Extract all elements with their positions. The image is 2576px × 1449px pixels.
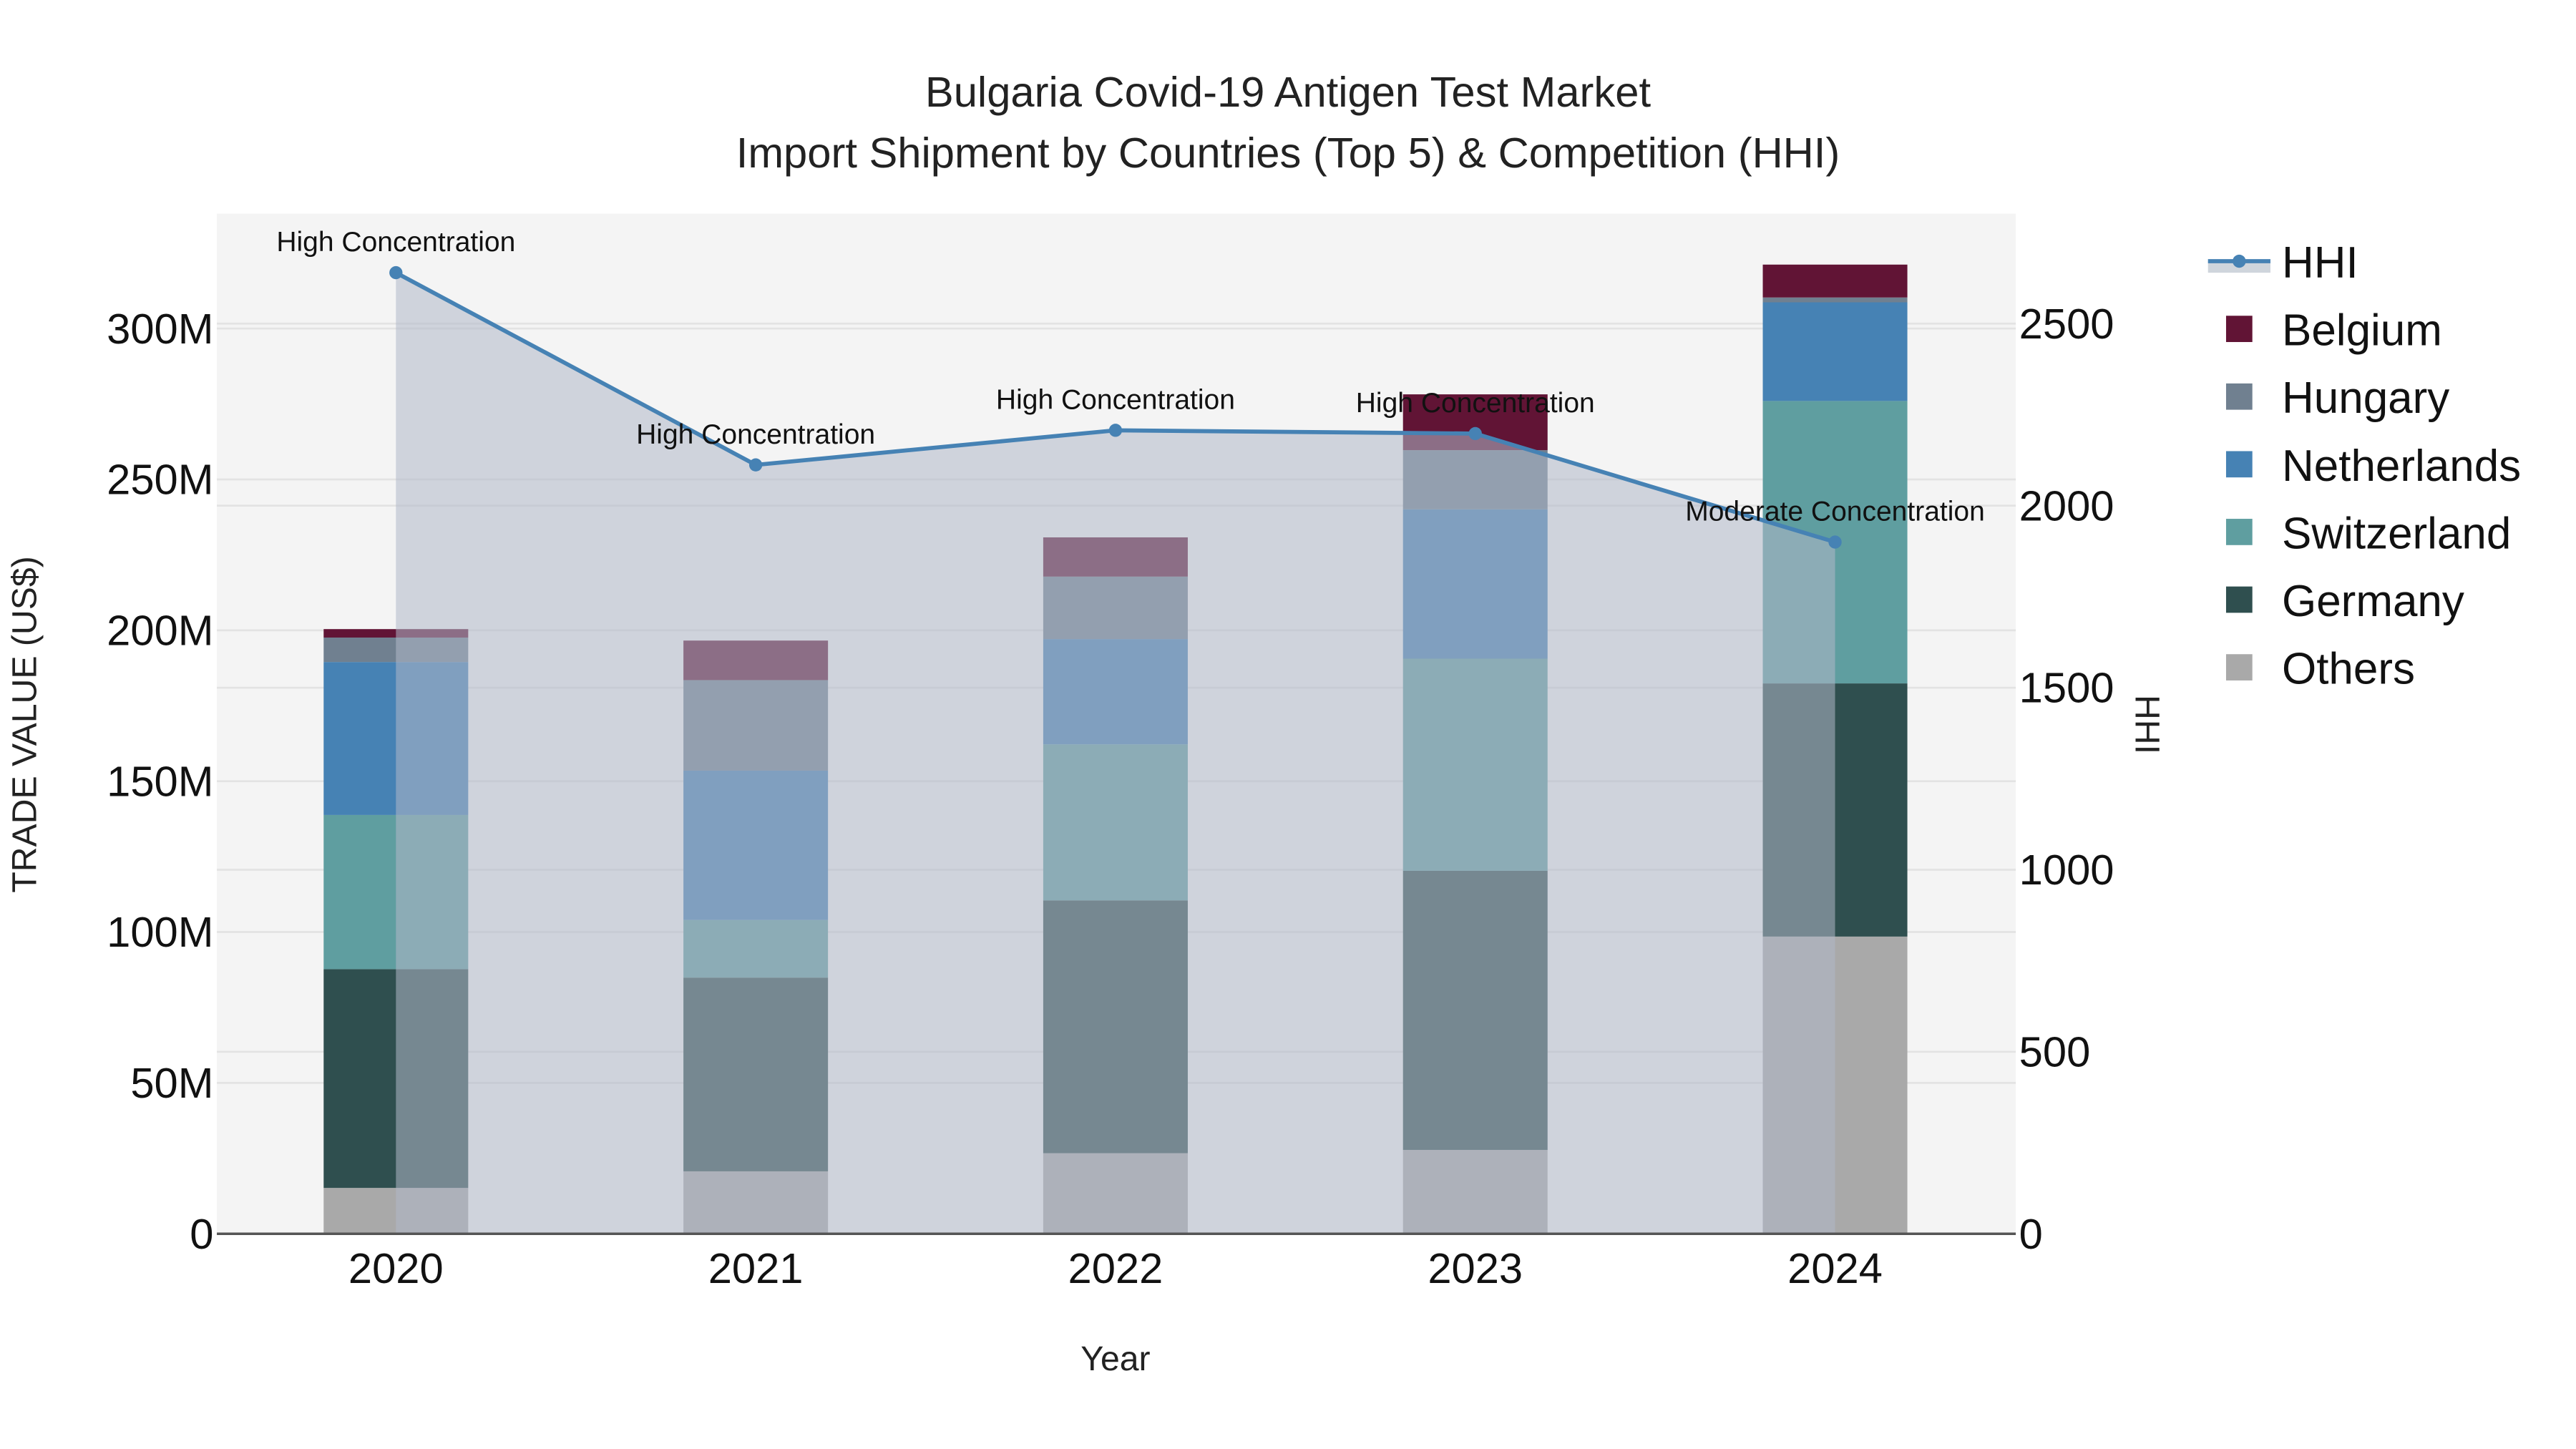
hhi-point-2020[interactable] <box>389 265 403 280</box>
bar-segment-belgium-2024[interactable] <box>1762 264 1908 298</box>
y-left-tick-label: 150M <box>107 757 213 805</box>
y-right-tick-label: 500 <box>2019 1028 2091 1076</box>
y-right-tick-label: 1500 <box>2019 664 2114 712</box>
y-right-tick-label: 1000 <box>2019 846 2114 894</box>
hhi-annotation-2021: High Concentration <box>636 419 875 450</box>
x-tick-label-2020: 2020 <box>348 1244 444 1292</box>
y-left-tick-label: 250M <box>107 456 213 504</box>
legend-item-hungary[interactable]: Hungary <box>2225 374 2449 423</box>
y-right-tick-label: 0 <box>2019 1210 2043 1258</box>
hhi-point-2022[interactable] <box>1108 424 1123 437</box>
hhi-annotation-2023: High Concentration <box>1356 388 1595 419</box>
x-tick-label-2022: 2022 <box>1068 1244 1163 1292</box>
hhi-annotation-2022: High Concentration <box>996 385 1235 416</box>
hhi-line <box>389 265 1842 549</box>
legend-item-switzerland[interactable]: Switzerland <box>2225 509 2511 558</box>
hhi-point-2023[interactable] <box>1468 426 1482 441</box>
hhi-annotation-2024: Moderate Concentration <box>1685 497 1985 527</box>
y-right-tick-label: 2000 <box>2019 482 2114 530</box>
legend-label: HHI <box>2282 238 2358 288</box>
legend-swatch-icon <box>2225 519 2253 545</box>
legend: HHI Belgium Hungary Netherlands Switzerland G… <box>2207 238 2521 694</box>
y-left-tick-label: 100M <box>107 908 213 956</box>
legend-label: Belgium <box>2282 306 2442 356</box>
chart-title-line2: Import Shipment by Countries (Top 5) & C… <box>736 129 1840 177</box>
y-left-tick-label: 50M <box>130 1059 213 1107</box>
y-left-tick-label: 0 <box>190 1210 213 1258</box>
y-axis-left-title: TRADE VALUE (US$) <box>6 556 44 893</box>
legend-swatch-icon <box>2225 316 2253 343</box>
legend-item-netherlands[interactable]: Netherlands <box>2225 441 2521 491</box>
legend-item-hhi[interactable]: HHI <box>2207 238 2358 288</box>
legend-label: Germany <box>2282 577 2464 626</box>
hhi-annotations: High Concentration High Concentration High… <box>276 227 1985 527</box>
y-axis-right-title: HHI <box>2128 695 2167 754</box>
hhi-point-2021[interactable] <box>748 458 763 472</box>
axes: 0 50M 100M 150M 200M 250M 300M 0 500 1000 1500 2000… <box>107 300 2114 1292</box>
bar-segment-netherlands-2024[interactable] <box>1762 302 1908 401</box>
legend-swatch-icon <box>2225 383 2253 410</box>
legend-label: Hungary <box>2282 374 2449 423</box>
x-tick-label-2024: 2024 <box>1787 1244 1883 1292</box>
legend-item-others[interactable]: Others <box>2225 645 2415 694</box>
x-axis-title: Year <box>1080 1340 1150 1378</box>
legend-label: Others <box>2282 645 2415 694</box>
chart-title-line1: Bulgaria Covid-19 Antigen Test Market <box>925 68 1652 116</box>
legend-label: Netherlands <box>2282 441 2521 491</box>
legend-item-belgium[interactable]: Belgium <box>2225 306 2442 356</box>
legend-swatch-icon <box>2225 451 2253 478</box>
hhi-annotation-2020: High Concentration <box>276 227 515 258</box>
legend-hhi-marker-icon <box>2233 254 2246 268</box>
y-left-tick-label: 300M <box>107 305 213 353</box>
hhi-area-fill <box>396 273 1835 1234</box>
legend-item-germany[interactable]: Germany <box>2225 577 2464 626</box>
legend-swatch-icon <box>2225 654 2253 680</box>
hhi-point-2024[interactable] <box>1828 535 1842 549</box>
y-right-tick-label: 2500 <box>2019 300 2114 348</box>
hhi-area <box>396 273 1835 1234</box>
x-tick-label-2021: 2021 <box>708 1244 804 1292</box>
legend-swatch-icon <box>2225 586 2253 613</box>
bar-segment-hungary-2024[interactable] <box>1762 297 1908 303</box>
legend-label: Switzerland <box>2282 509 2511 558</box>
y-left-tick-label: 200M <box>107 607 213 655</box>
x-tick-label-2023: 2023 <box>1428 1244 1523 1292</box>
